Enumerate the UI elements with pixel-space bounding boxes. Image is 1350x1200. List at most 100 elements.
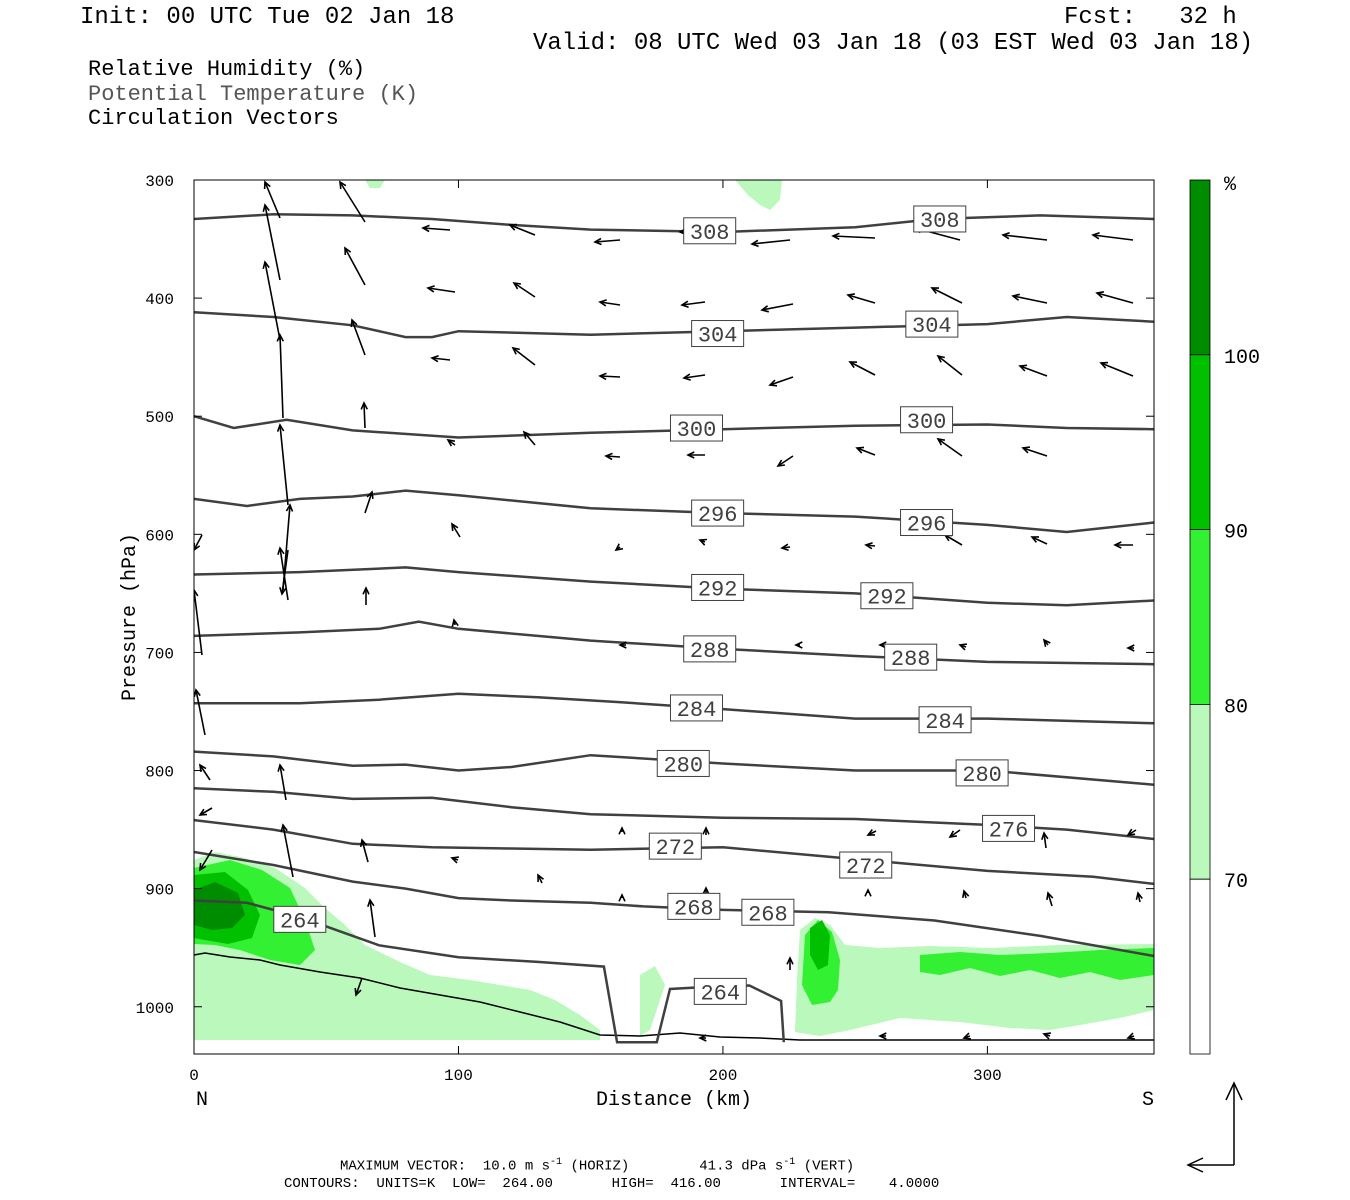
circulation-vector (279, 764, 287, 801)
vector-arrowhead (1135, 891, 1143, 900)
circulation-vector (431, 357, 451, 361)
circulation-vector (832, 235, 876, 239)
vector-arrowhead (698, 1034, 707, 1042)
vector-arrowhead (864, 541, 873, 550)
vector-arrowhead (194, 588, 199, 597)
vector-arrowhead (451, 522, 459, 532)
circulation-vector (769, 376, 794, 386)
circulation-vector (856, 447, 876, 456)
circulation-vector (849, 361, 876, 376)
theta-contour-308 (194, 213, 1154, 234)
contour-label-276: 276 (989, 818, 1029, 843)
vector-arrowhead (508, 223, 518, 231)
terrain-line (193, 952, 1154, 1041)
colorbar-swatch (1189, 529, 1211, 705)
circulation-vector (594, 239, 621, 243)
contour-label-box (913, 205, 967, 233)
vector-arrowhead (962, 1032, 972, 1040)
circulation-vector (364, 491, 373, 514)
vector-arrowhead (618, 893, 626, 902)
vector-arrowhead (198, 763, 207, 773)
contour-label-box (860, 582, 914, 610)
y-tick-label: 800 (145, 764, 174, 782)
colorbar-swatch (1189, 179, 1211, 356)
vector-arrowhead (280, 823, 288, 833)
colorbar-label: 90 (1224, 522, 1248, 545)
theta-contour-304 (194, 311, 1154, 339)
vector-arrowhead (936, 354, 945, 363)
circulation-vector (513, 282, 536, 298)
contour-label-272: 272 (656, 836, 696, 861)
contour-label-box (918, 706, 972, 734)
contour-label-box (693, 977, 747, 1005)
vector-arrowhead (958, 643, 968, 651)
contour-label-268: 268 (748, 902, 788, 927)
contour-label-292: 292 (867, 586, 907, 611)
vector-arrowhead (698, 538, 708, 546)
contour-label-box (669, 414, 723, 442)
vector-arrowhead (1021, 446, 1031, 454)
vector-arrowhead (948, 830, 958, 839)
theta-contour-268 (194, 850, 1154, 958)
vector-arrowhead (1113, 541, 1122, 549)
legend-circulation-vectors: Circulation Vectors (88, 106, 339, 131)
north-label: N (196, 1089, 208, 1112)
vector-arrowhead (794, 641, 803, 649)
circulation-vector (949, 829, 961, 838)
forecast-hour: Fcst: 32 h (1064, 4, 1237, 31)
circulation-vector (599, 375, 621, 378)
vector-arrowhead (1042, 1032, 1052, 1040)
vector-arrowhead (1001, 231, 1010, 240)
vector-arrowhead (1095, 291, 1105, 299)
contour-label-304: 304 (698, 324, 738, 349)
vector-arrowhead (1011, 293, 1020, 301)
theta-contour-280 (194, 750, 1154, 786)
circulation-vector (199, 764, 211, 781)
vector-arrowhead (1018, 364, 1028, 372)
circulation-vector (523, 431, 536, 446)
vector-arrowhead (262, 260, 270, 270)
rh-region-90-south (810, 920, 830, 970)
vector-arrowhead (360, 401, 369, 410)
vector-arrowhead (1042, 638, 1051, 647)
contour-label-box (691, 320, 745, 348)
vector-arrowhead (276, 333, 285, 342)
vector-arrowhead (702, 826, 710, 835)
vector-arrowhead (864, 888, 872, 897)
y-tick-label: 600 (145, 527, 174, 545)
contour-label-292: 292 (698, 577, 738, 602)
vector-arrowhead (1126, 1032, 1136, 1040)
rh-region-70-south (795, 918, 1154, 1036)
max-vector-prefix: MAXIMUM VECTOR: 10.0 m s (340, 1158, 551, 1175)
vector-arrowhead (522, 430, 531, 439)
vector-arrowhead (426, 285, 435, 293)
contour-label-box (691, 499, 745, 527)
vector-arrowhead (604, 452, 613, 461)
vector-arrowhead (1030, 536, 1040, 543)
circulation-vector (194, 589, 203, 656)
vector-arrowhead (936, 437, 946, 446)
contour-label-288: 288 (891, 647, 931, 672)
circulation-vector (281, 549, 289, 595)
rh-region-80-south-band (920, 948, 1154, 980)
contour-label-box (669, 694, 723, 722)
circulation-vector (194, 534, 203, 551)
theta-contour-272 (194, 818, 1154, 886)
vector-arrowhead (350, 318, 358, 328)
contour-label-box (884, 643, 938, 671)
valid-time: Valid: 08 UTC Wed 03 Jan 18 (03 EST Wed … (533, 30, 1254, 57)
circulation-vector (1043, 832, 1047, 849)
vector-arrowhead (855, 446, 865, 454)
y-tick-label: 500 (145, 409, 174, 427)
circulation-vector (1047, 892, 1053, 907)
max-vector-note: MAXIMUM VECTOR: 10.0 m s-1 (HORIZ) 41.3 d… (340, 1157, 854, 1175)
horiz-suffix: (HORIZ) (562, 1158, 630, 1175)
vector-arrowhead (512, 281, 522, 290)
vector-arrowhead (776, 459, 786, 468)
y-tick-label: 700 (145, 645, 174, 663)
vector-arrowhead (446, 438, 456, 447)
contour-label-264: 264 (280, 909, 320, 934)
vector-arrowhead (598, 372, 607, 381)
vector-arrowhead (831, 232, 840, 241)
vector-arrowhead (199, 862, 207, 872)
